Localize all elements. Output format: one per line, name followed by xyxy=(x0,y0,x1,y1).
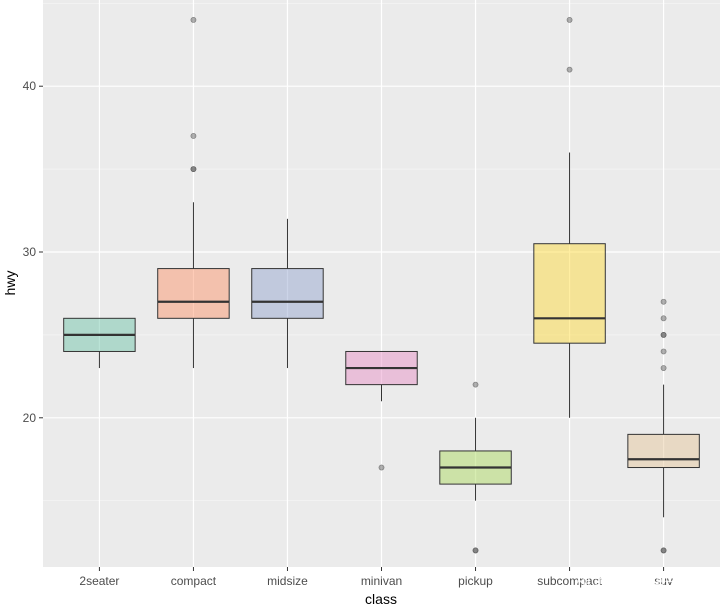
y-tick-label: 30 xyxy=(23,245,37,259)
y-tick-label: 40 xyxy=(23,79,37,93)
x-tick-label: 2seater xyxy=(79,574,119,588)
y-axis-ticks: 20 30 40 xyxy=(23,79,43,425)
iqr-box xyxy=(157,268,230,319)
outlier-point xyxy=(190,166,197,173)
outlier-point xyxy=(190,133,197,139)
outlier-point xyxy=(472,547,479,554)
x-tick-label: subcompact xyxy=(537,574,602,588)
x-axis-ticks: 2seater compact midsize minivan pickup subcom… xyxy=(79,567,673,588)
outlier-point xyxy=(378,464,385,471)
x-tick-label: minivan xyxy=(361,574,402,588)
outlier-point xyxy=(566,16,573,23)
box-2seater xyxy=(63,317,136,369)
y-axis-title: hwy xyxy=(2,271,18,296)
box-midsize xyxy=(251,218,324,369)
outlier-point xyxy=(190,16,197,23)
box-suv xyxy=(627,298,700,554)
outlier-point xyxy=(660,331,667,338)
outlier-point xyxy=(660,365,667,371)
outlier-point xyxy=(472,381,479,388)
outlier-point xyxy=(660,298,667,305)
x-tick-label: pickup xyxy=(458,574,493,588)
outlier-point xyxy=(660,348,667,355)
iqr-box xyxy=(533,243,606,344)
outlier-point xyxy=(660,315,667,322)
grid-lines xyxy=(43,0,720,567)
outlier-point xyxy=(660,547,667,554)
watermark-text: 知乎 @路遥马亡 xyxy=(574,569,698,589)
box-minivan xyxy=(345,350,418,471)
box-pickup xyxy=(439,381,512,554)
outlier-point xyxy=(566,66,573,73)
y-tick-label: 20 xyxy=(23,411,37,425)
box-subcompact xyxy=(533,16,606,418)
x-tick-label: midsize xyxy=(267,574,308,588)
x-tick-label: suv xyxy=(654,574,673,588)
watermark: 知乎 @路遥马亡 xyxy=(574,569,698,589)
iqr-box xyxy=(627,433,700,469)
box-series xyxy=(63,16,700,554)
iqr-box xyxy=(251,268,324,319)
x-tick-label: compact xyxy=(171,574,217,588)
box-compact xyxy=(157,16,230,369)
x-axis-title: class xyxy=(365,591,397,607)
